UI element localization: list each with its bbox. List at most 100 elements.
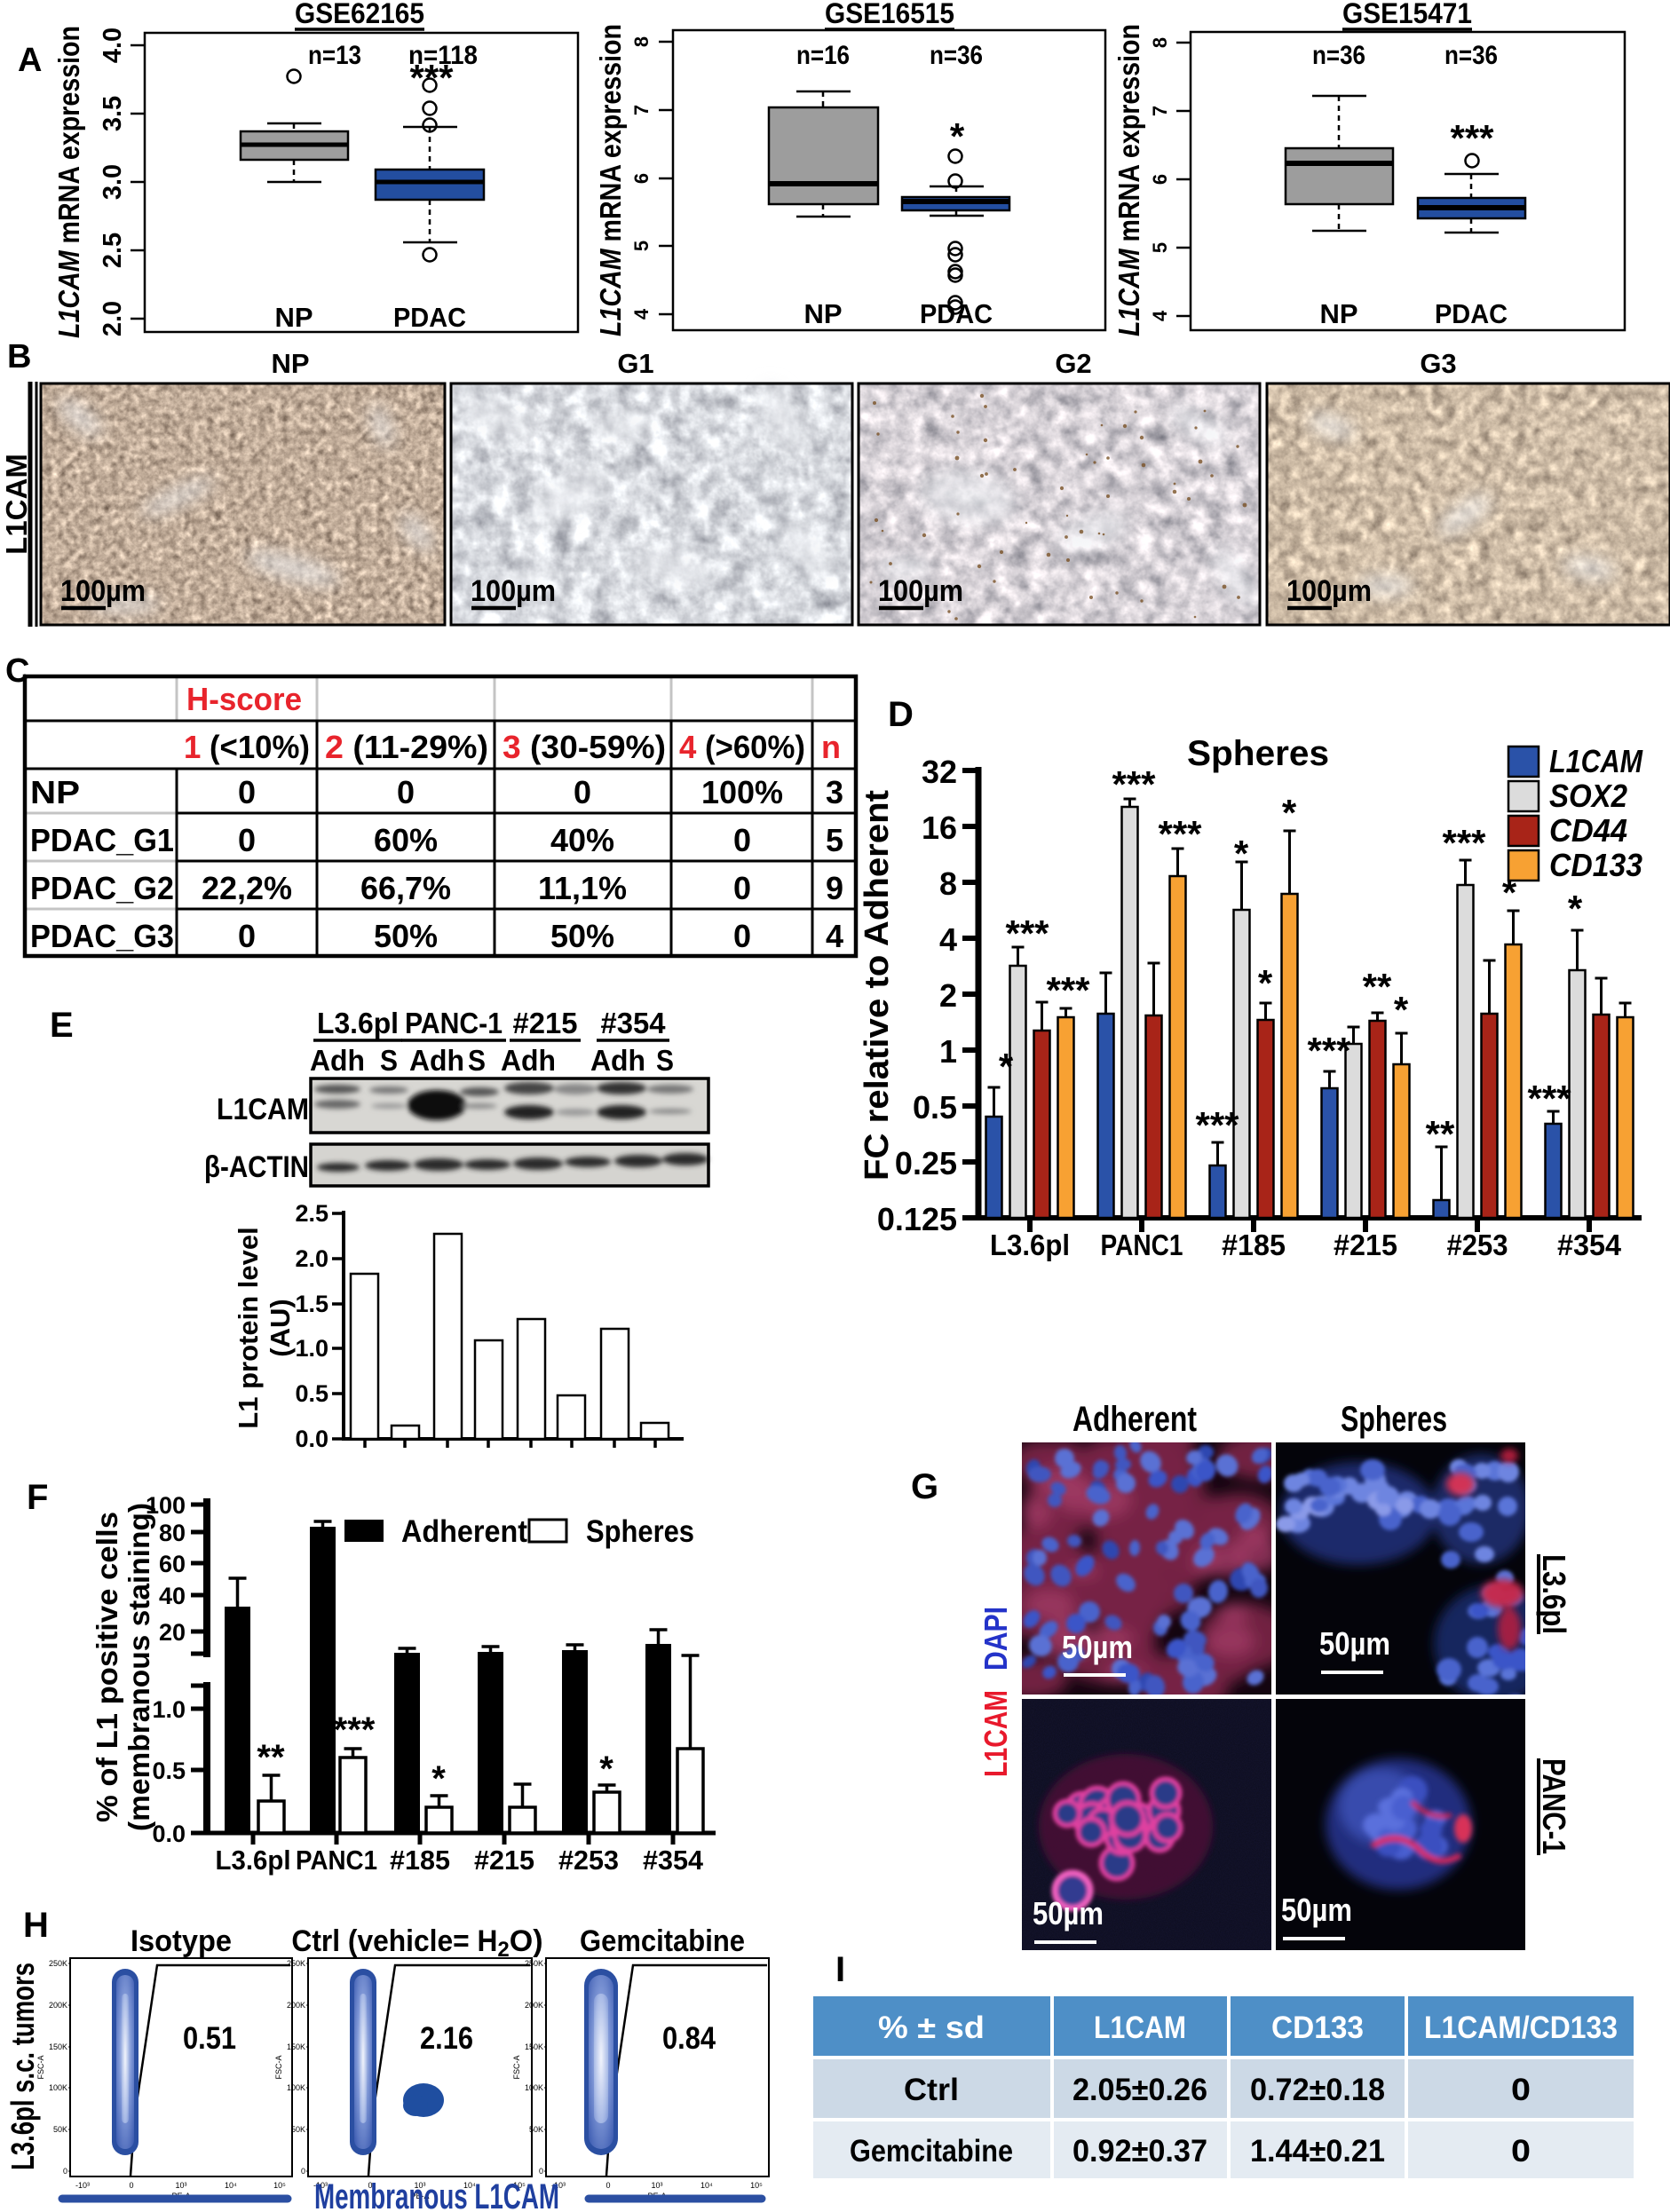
svg-text:**: ** — [1363, 966, 1392, 1007]
svg-text:0.72±0.18: 0.72±0.18 — [1250, 2073, 1385, 2107]
svg-text:S: S — [656, 1044, 674, 1077]
svg-text:150K: 150K — [49, 2042, 67, 2051]
svg-text:0: 0 — [733, 918, 751, 954]
svg-text:100µm: 100µm — [1286, 574, 1372, 608]
svg-text:200K: 200K — [49, 2001, 67, 2010]
svg-text:*: * — [431, 1759, 446, 1798]
svg-text:FSC-A: FSC-A — [512, 2056, 521, 2080]
svg-text:n=118: n=118 — [408, 41, 478, 70]
svg-text:0.84: 0.84 — [662, 2021, 716, 2056]
svg-text:L1CAM mRNA expression: L1CAM mRNA expression — [594, 24, 627, 336]
svg-text:40: 40 — [159, 1583, 186, 1609]
svg-text:n=36: n=36 — [1444, 41, 1498, 70]
svg-text:0.5: 0.5 — [295, 1380, 328, 1407]
svg-text:1: 1 — [939, 1033, 957, 1070]
svg-text:10⁵: 10⁵ — [750, 2181, 763, 2190]
svg-text:PDAC: PDAC — [393, 302, 466, 333]
svg-text:G3: G3 — [1420, 348, 1456, 379]
svg-text:*: * — [1568, 888, 1583, 929]
svg-text:10⁴: 10⁴ — [225, 2181, 237, 2190]
svg-text:0.51: 0.51 — [183, 2021, 236, 2056]
svg-text:#354: #354 — [1557, 1228, 1622, 1261]
svg-text:7: 7 — [630, 105, 653, 115]
svg-text:Adh: Adh — [590, 1044, 645, 1077]
svg-text:***: *** — [1450, 117, 1494, 159]
svg-text:-10³: -10³ — [551, 2181, 566, 2190]
svg-text:L3.6pl: L3.6pl — [216, 1845, 291, 1876]
svg-text:4: 4 — [630, 308, 653, 320]
svg-text:B: B — [7, 338, 31, 375]
svg-text:50%: 50% — [374, 918, 438, 954]
svg-text:***: *** — [1527, 1078, 1571, 1119]
svg-text:6: 6 — [630, 173, 653, 184]
svg-text:1 (<10%): 1 (<10%) — [184, 729, 310, 765]
svg-text:GSE16515: GSE16515 — [825, 0, 954, 29]
svg-text:10³: 10³ — [175, 2181, 186, 2190]
svg-text:0.5: 0.5 — [913, 1089, 957, 1126]
svg-text:PDAC_G1: PDAC_G1 — [30, 822, 174, 858]
svg-text:4.0: 4.0 — [99, 28, 127, 63]
svg-text:50µm: 50µm — [1281, 1892, 1352, 1928]
svg-text:(AU): (AU) — [265, 1299, 296, 1356]
svg-text:250K: 250K — [49, 1959, 67, 1968]
svg-text:PANC1: PANC1 — [296, 1845, 377, 1876]
svg-text:PDAC_G3: PDAC_G3 — [30, 918, 174, 954]
svg-text:#354: #354 — [601, 1007, 667, 1039]
svg-text:***: *** — [334, 1710, 376, 1750]
svg-text:100K: 100K — [525, 2083, 543, 2092]
svg-text:0: 0 — [368, 2181, 372, 2190]
svg-text:GSE62165: GSE62165 — [295, 0, 424, 29]
svg-text:0: 0 — [129, 2181, 133, 2190]
svg-text:5: 5 — [826, 822, 843, 858]
svg-text:D: D — [888, 695, 914, 734]
svg-text:50K: 50K — [291, 2125, 305, 2134]
svg-text:PANC-1: PANC-1 — [1536, 1758, 1572, 1854]
svg-text:L1CAM: L1CAM — [217, 1093, 309, 1126]
svg-text:9: 9 — [826, 870, 843, 906]
svg-text:H-score: H-score — [186, 681, 302, 717]
svg-text:PDAC: PDAC — [1435, 298, 1508, 329]
svg-text:0.0: 0.0 — [152, 1821, 186, 1847]
svg-text:0: 0 — [238, 918, 256, 954]
svg-text:GSE15471: GSE15471 — [1342, 0, 1472, 29]
svg-text:60: 60 — [159, 1551, 186, 1577]
svg-text:0: 0 — [238, 822, 256, 858]
svg-text:0: 0 — [301, 2167, 305, 2176]
svg-text:150K: 150K — [525, 2042, 543, 2051]
svg-text:2.5: 2.5 — [295, 1200, 328, 1227]
svg-text:1.44±0.21: 1.44±0.21 — [1250, 2134, 1385, 2169]
svg-text:50K: 50K — [529, 2125, 543, 2134]
svg-text:G: G — [911, 1467, 938, 1506]
svg-text:50µm: 50µm — [1319, 1625, 1390, 1662]
svg-text:Spheres: Spheres — [1341, 1400, 1447, 1439]
svg-text:16: 16 — [922, 810, 957, 846]
svg-text:% ± sd: % ± sd — [878, 2011, 985, 2045]
svg-text:Adh: Adh — [310, 1044, 365, 1077]
svg-text:4: 4 — [826, 918, 843, 954]
svg-text:L1CAM: L1CAM — [0, 454, 33, 555]
svg-text:8: 8 — [939, 865, 957, 902]
svg-text:100%: 100% — [701, 774, 783, 810]
svg-text:10⁴: 10⁴ — [700, 2181, 713, 2190]
svg-text:L3.6pl: L3.6pl — [317, 1007, 399, 1039]
svg-text:0.5: 0.5 — [152, 1758, 186, 1784]
svg-text:0: 0 — [605, 2181, 610, 2190]
svg-text:20: 20 — [159, 1619, 186, 1646]
svg-text:250K: 250K — [287, 1959, 305, 1968]
svg-text:0.0: 0.0 — [295, 1426, 328, 1452]
svg-text:10³: 10³ — [414, 2181, 425, 2190]
svg-text:2.0: 2.0 — [99, 301, 127, 336]
svg-text:PDAC: PDAC — [920, 298, 993, 329]
svg-text:n=36: n=36 — [1312, 41, 1365, 70]
svg-text:0: 0 — [1511, 2134, 1531, 2169]
svg-text:G2: G2 — [1055, 348, 1091, 379]
svg-text:3.0: 3.0 — [99, 164, 127, 200]
svg-text:100: 100 — [146, 1492, 186, 1519]
svg-text:Spheres: Spheres — [586, 1514, 694, 1549]
svg-text:0: 0 — [574, 774, 591, 810]
svg-text:4: 4 — [1149, 310, 1171, 321]
svg-text:80: 80 — [159, 1520, 186, 1546]
svg-text:50%: 50% — [550, 918, 614, 954]
svg-text:8: 8 — [630, 36, 653, 47]
svg-text:**: ** — [257, 1738, 285, 1777]
